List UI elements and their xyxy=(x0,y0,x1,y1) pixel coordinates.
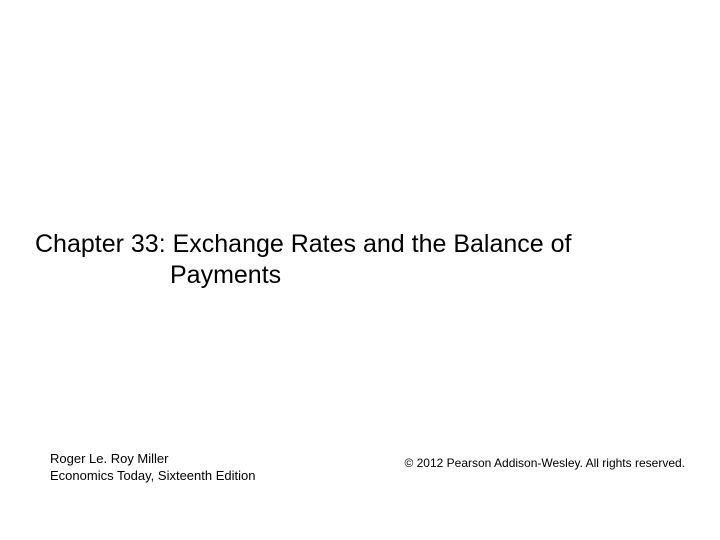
book-title: Economics Today, Sixteenth Edition xyxy=(50,468,255,485)
author-name: Roger Le. Roy Miller xyxy=(50,451,255,468)
copyright-text: © 2012 Pearson Addison-Wesley. All right… xyxy=(404,456,685,470)
slide: Chapter 33: Exchange Rates and the Balan… xyxy=(0,0,720,540)
title-line-2: Payments xyxy=(35,261,685,290)
chapter-title: Chapter 33: Exchange Rates and the Balan… xyxy=(35,230,685,290)
footer-right: © 2012 Pearson Addison-Wesley. All right… xyxy=(404,456,685,470)
footer-left: Roger Le. Roy Miller Economics Today, Si… xyxy=(50,451,255,485)
title-line-1: Chapter 33: Exchange Rates and the Balan… xyxy=(35,230,685,259)
